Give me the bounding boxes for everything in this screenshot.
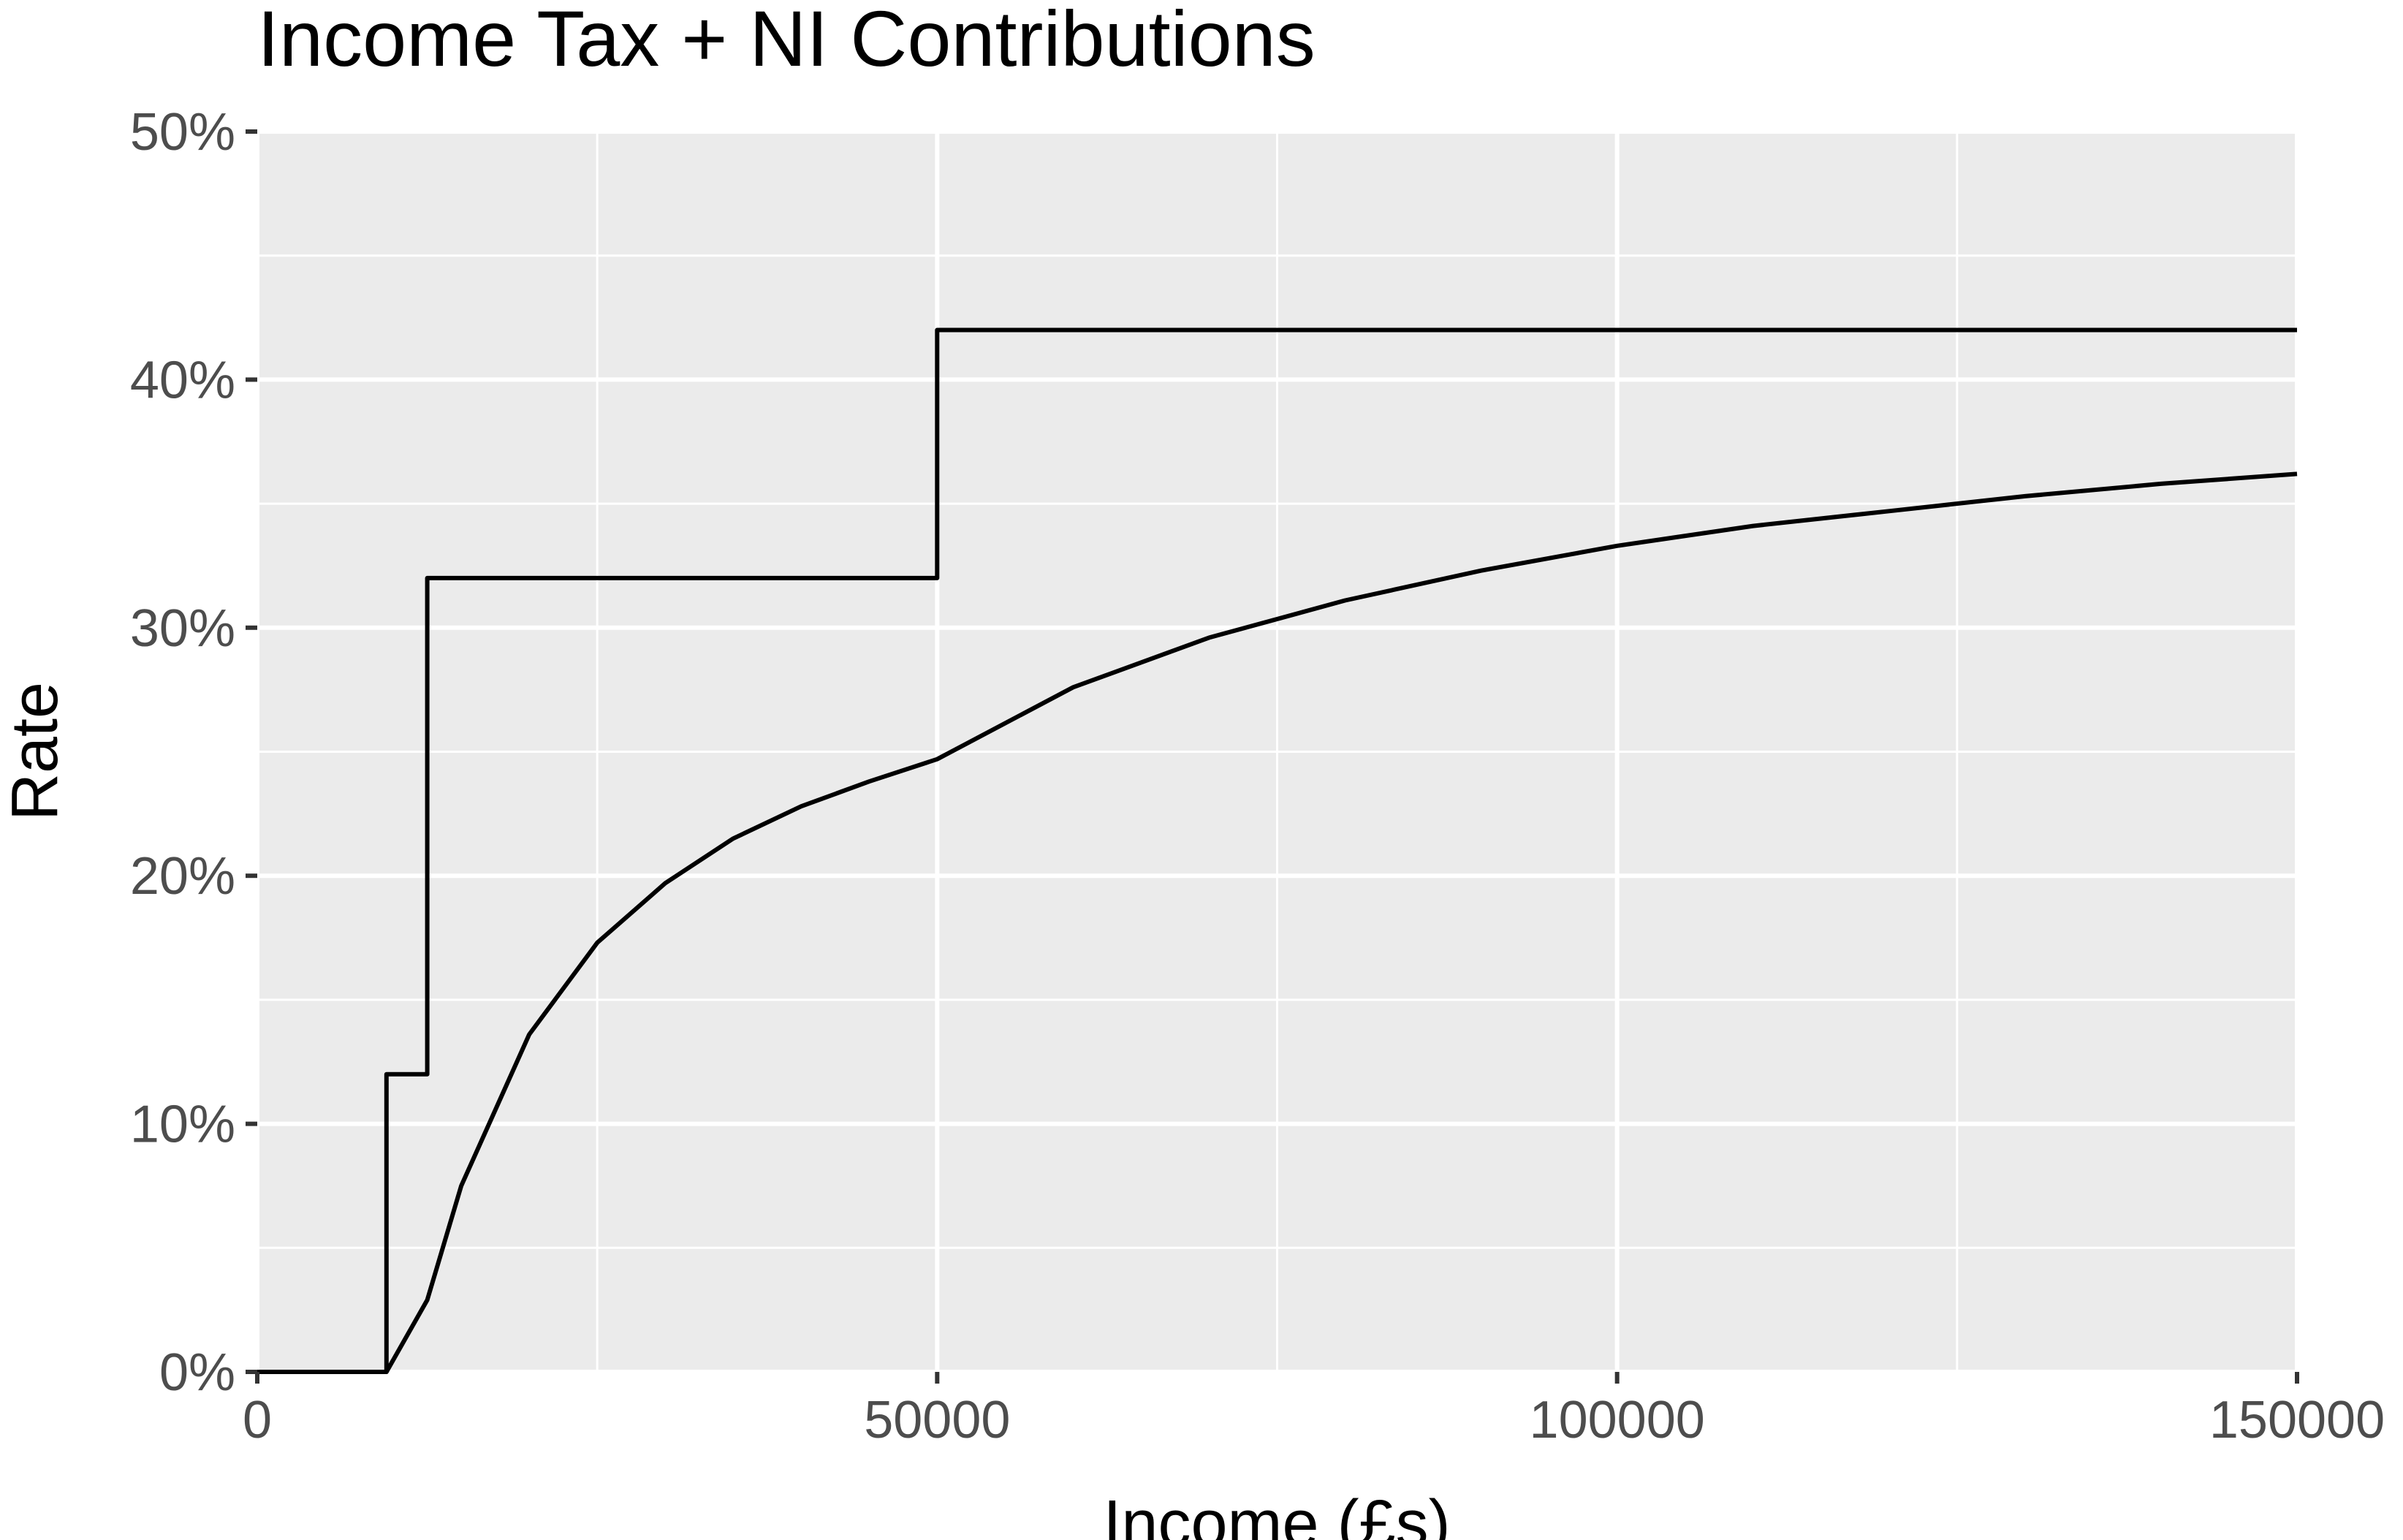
y-tick-label: 30%	[130, 599, 235, 658]
x-tick-label: 100000	[1530, 1391, 1705, 1449]
x-tick-label: 150000	[2209, 1391, 2385, 1449]
y-tick-label: 40%	[130, 351, 235, 409]
y-tick-label: 10%	[130, 1096, 235, 1154]
x-tick-label: 50000	[864, 1391, 1010, 1449]
series-line-2	[257, 471, 2298, 1374]
y-tick-label: 20%	[130, 847, 235, 906]
x-axis-title: Income (£s)	[1103, 1487, 1450, 1540]
series-layer	[257, 327, 2298, 1374]
y-axis-title: Rate	[0, 682, 72, 821]
y-tick-label: 50%	[130, 103, 235, 162]
y-tick-label: 0%	[159, 1343, 235, 1402]
chart-title: Income Tax + NI Contributions	[257, 0, 1316, 83]
x-tick-label: 0	[243, 1391, 272, 1449]
series-line-1	[257, 327, 2297, 1374]
x-axis: 0 50000 100000 150000	[243, 1372, 2385, 1449]
y-axis: 0% 10% 20% 30% 40% 50%	[130, 103, 257, 1402]
major-gridlines	[255, 129, 2299, 1374]
